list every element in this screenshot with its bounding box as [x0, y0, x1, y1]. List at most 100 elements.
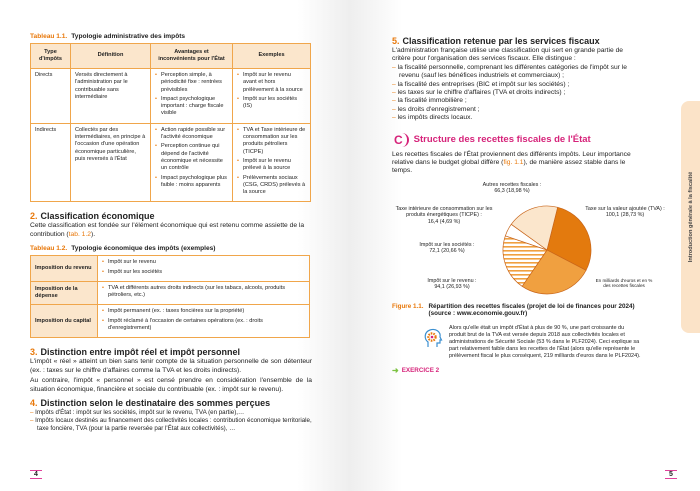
col-header: Type d'impôts [30, 43, 71, 69]
figure-caption-text: Répartition des recettes fiscales (proje… [428, 302, 635, 318]
section-4: 4. Distinction selon le destinataire des … [30, 398, 312, 432]
table1-caption: Tableau 1.1. Typologie administrative des… [30, 33, 312, 40]
list-item: la fiscalité personnelle, comprenant les… [392, 64, 642, 81]
body-text: Les recettes fiscales de l'État provienn… [392, 150, 631, 167]
slice-value: 94,1 (26,93 %) [434, 284, 470, 291]
row-items: Impôt sur le revenu Impôt sur les société… [97, 255, 310, 282]
table2-caption: Tableau 1.2. Typologie économique des imp… [30, 245, 312, 252]
table-administrative-typology: Type d'impôts Définition Avantages et inco… [30, 43, 311, 203]
section-title: Structure des recettes fiscales de l'Éta… [413, 134, 591, 146]
section-c-heading: C Structure des recettes fiscales de l'É… [392, 132, 642, 147]
side-tab[interactable]: Introduction générale à la fiscalité [681, 101, 700, 333]
section-heading: 4. Distinction selon le destinataire des … [30, 398, 312, 408]
cell-type: Directs [30, 68, 71, 124]
paragraph: Au contraire, l'impôt « personnel » est … [30, 377, 312, 393]
slice-name: Taxe intérieure de consommation sur les … [395, 205, 493, 219]
figure-chart-area: Autres recettes fiscales :66,3 (18,98 %)… [392, 182, 665, 300]
right-page: 5. Classification retenue par les service… [350, 0, 700, 491]
slice-tva [546, 206, 592, 271]
slice-value: 100,1 (28,73 %) [605, 212, 645, 219]
arrow-right-icon: ➜ [392, 365, 399, 375]
section-number: 5. [392, 36, 400, 46]
row-label: Imposition du capital [30, 304, 98, 339]
left-column: Tableau 1.1. Typologie administrative des… [30, 33, 312, 432]
bullet: Impact psychologique important : charge … [155, 96, 228, 118]
table-row: Directs Versés directement à l'administra… [30, 68, 311, 124]
col-header: Exemples [232, 43, 311, 69]
section-c: C Structure des recettes fiscales de l'É… [392, 132, 642, 176]
info-note-block: Alors qu'elle était un impôt d'État à pl… [392, 325, 642, 360]
table-row: Imposition de la dépense TVA et différent… [30, 280, 310, 306]
section-3: 3. Distinction entre impôt réel et impôt … [30, 347, 312, 394]
section-letter: C [392, 132, 409, 147]
section-title: Distinction entre impôt réel et impôt pe… [40, 347, 241, 358]
paragraph: L'administration française utilise une c… [392, 47, 624, 63]
row-items: Impôt permanent (ex. : taxes foncières s… [97, 304, 310, 339]
bullet: Prélèvements sociaux (CSG, CRDS) prélevé… [237, 175, 306, 197]
list-item: Impôts d'État : impôt sur les sociétés, … [30, 409, 312, 417]
table-ref-link[interactable]: tab. 1.2 [68, 230, 91, 238]
exercise-label: EXERCICE 2 [401, 366, 440, 374]
cell-type: Indirects [30, 122, 71, 203]
figure-ref-link[interactable]: fig. 1.1 [503, 159, 524, 167]
slice-label-ir: Impôt sur le revenu :94,1 (26,93 %) [412, 278, 492, 291]
row-label: Imposition de la dépense [30, 280, 98, 306]
cell-examples: TVA et Taxe intérieure de consommation s… [232, 122, 311, 203]
body-text: ), de manière assez stable dans le temps… [392, 159, 626, 175]
bullet: Perception simple, à périodicité fixe : … [155, 72, 228, 94]
table-row: Indirects Collectés par des intermédiaire… [30, 122, 311, 203]
figure-caption: Figure 1.1. Répartition des recettes fis… [392, 303, 642, 318]
figure-number: Figure 1.1. [392, 302, 424, 310]
cell-definition: Collectés par des intermédiaires, en pri… [70, 122, 151, 203]
section-heading: 2. Classification économique [30, 211, 312, 221]
bullet: Impôt sur les sociétés [102, 269, 305, 277]
slice-label-tva: Taxe sur la valeur ajoutée (TVA) :100,1 … [582, 206, 668, 219]
section-title: Distinction selon le destinataire des so… [40, 397, 271, 408]
list-item: la fiscalité des entreprises (BIC et imp… [392, 81, 642, 89]
section-title: Classification économique [40, 211, 155, 222]
left-page: Tableau 1.1. Typologie administrative des… [0, 0, 350, 491]
slice-label-other: Autres recettes fiscales :66,3 (18,98 %) [464, 182, 560, 195]
table-row: Imposition du revenuImpôt sur le revenuI… [30, 255, 310, 282]
slice-value: 72,1 (20,66 %) [429, 248, 465, 255]
col-header: Définition [70, 43, 151, 69]
slice-label-is: Impôt sur les sociétés :72,1 (20,66 %) [407, 242, 487, 255]
list-item: la fiscalité immobilière ; [392, 97, 642, 105]
row-items: TVA et différents autres droits indirect… [97, 280, 310, 306]
info-note: Alors qu'elle était un impôt d'État à pl… [449, 325, 641, 359]
paragraph: L'impôt « réel » atteint un bien sans te… [30, 358, 312, 374]
side-tab-label: Introduction générale à la fiscalité [687, 171, 694, 263]
list-item: les impôts directs locaux. [392, 114, 642, 122]
list-item: les droits d'enregistrement ; [392, 106, 642, 114]
section-number: 3. [30, 347, 38, 358]
cell-advantages: Action rapide possible sur l'activité éc… [150, 122, 233, 203]
bullet: Impôt sur le revenu avant et hors prélèv… [237, 72, 306, 94]
list-item: Impôts locaux destinés au financement de… [30, 417, 312, 433]
col-header: Avantages et inconvénients pour l'État [150, 43, 233, 69]
caption-number: Tableau 1.1. [30, 33, 68, 40]
unit-note: En milliards d'euros et en % des recette… [595, 277, 653, 289]
section-body: Cette classification est fondée sur l'él… [30, 222, 312, 239]
slice-name: Impôt sur les sociétés : [419, 241, 475, 248]
bullet: TVA et différents autres droits indirect… [102, 285, 305, 300]
section-2: 2. Classification économique Cette classi… [30, 211, 312, 239]
section-heading: 5. Classification retenue par les service… [392, 36, 642, 46]
slice-value: 66,3 (18,98 %) [494, 188, 530, 195]
body-text: Cette classification est fondée sur l'él… [30, 222, 305, 238]
caption-number: Tableau 1.2. [30, 245, 68, 253]
head-gear-icon [424, 328, 443, 348]
section-5: 5. Classification retenue par les service… [392, 36, 642, 123]
bullet: Perception continue qui dépend de l'acti… [155, 143, 228, 172]
slice-other [510, 205, 559, 251]
bullet: Impôt sur le revenu prélevé à la source [237, 158, 306, 173]
slice-name: Impôt sur le revenu : [427, 277, 477, 284]
right-column: 5. Classification retenue par les service… [392, 36, 665, 375]
slice-name: Autres recettes fiscales : [482, 181, 542, 188]
section-number: 4. [30, 397, 38, 408]
page-number: 5 [665, 470, 677, 479]
cell-advantages: Perception simple, à périodicité fixe : … [150, 68, 233, 124]
exercise-link[interactable]: ➜ EXERCICE 2 [392, 366, 642, 375]
table-economic-typology: Imposition du revenuImpôt sur le revenuI… [30, 255, 310, 339]
section-number: 2. [30, 211, 38, 222]
section-heading: 3. Distinction entre impôt réel et impôt … [30, 347, 312, 357]
